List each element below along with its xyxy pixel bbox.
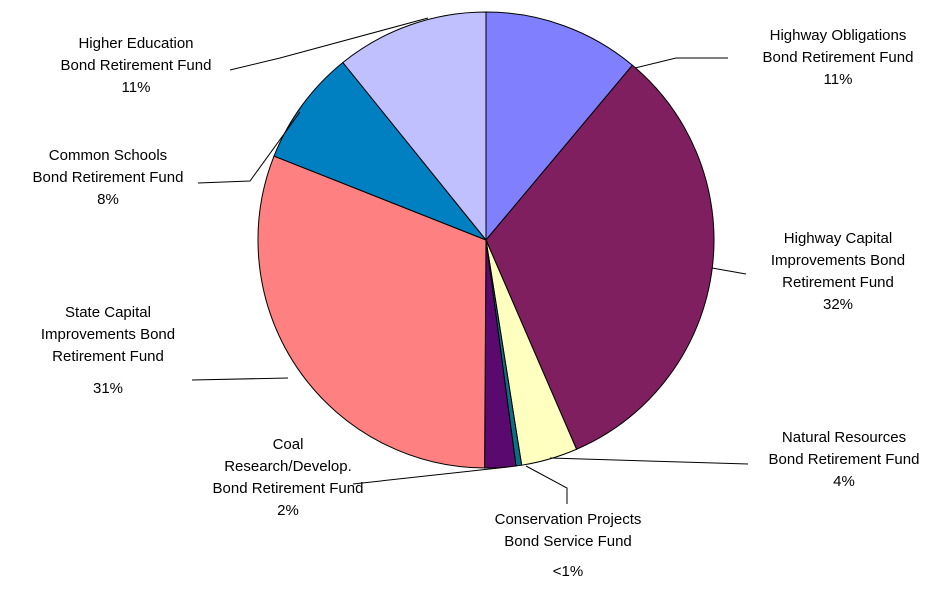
slice-label-line: Higher Education: [78, 35, 193, 52]
slice-label: Higher Education Bond Retirement Fund 11%: [61, 35, 212, 96]
labels-layer: Highway Obligations Bond Retirement Fund 1…: [33, 27, 920, 580]
leader-line: [525, 465, 568, 504]
slice-label-line: Highway Obligations: [770, 27, 907, 44]
leader-line: [711, 267, 747, 275]
slice-label: Coal Research/Develop. Bond Retirement Fun…: [213, 436, 364, 519]
slice-label-line: Bond Retirement Fund: [213, 480, 364, 497]
slice-percent-label: 11%: [824, 71, 853, 88]
pie-slice: [485, 64, 715, 450]
leader-line: [352, 466, 509, 485]
leader-line: [634, 57, 728, 69]
pie-slice: [485, 11, 634, 242]
leader-line: [549, 457, 749, 465]
leader-line: [191, 377, 289, 381]
slice-label-line: Conservation Projects: [495, 511, 642, 528]
slice-label-line: Coal: [273, 436, 304, 453]
slice-percent-label: 4%: [833, 473, 855, 490]
pie-slice: [342, 11, 487, 242]
slice-percent-label: <1%: [553, 563, 583, 580]
slice-label-line: Retirement Fund: [782, 274, 894, 291]
slice-percent-label: 11%: [122, 79, 151, 96]
slice-label: Conservation Projects Bond Service Fund <1…: [495, 511, 642, 580]
slice-label-line: Bond Retirement Fund: [769, 451, 920, 468]
slice-label: Natural Resources Bond Retirement Fund 4%: [769, 429, 920, 490]
leader-lines-layer: [191, 17, 749, 504]
slice-label-line: Bond Retirement Fund: [33, 169, 184, 186]
slice-percent-label: 2%: [277, 502, 299, 519]
slice-label-line: Improvements Bond: [41, 326, 175, 343]
slice-label-line: Bond Service Fund: [504, 533, 632, 550]
slice-percent-label: 32%: [823, 296, 853, 313]
slice-label-line: Natural Resources: [782, 429, 906, 446]
slice-label-line: Bond Retirement Fund: [763, 49, 914, 66]
slice-label-line: Research/Develop.: [224, 458, 352, 475]
slice-label-line: Common Schools: [49, 147, 167, 164]
slice-percent-label: 8%: [97, 191, 119, 208]
slice-label: Common Schools Bond Retirement Fund 8%: [33, 147, 184, 208]
slice-label-line: Bond Retirement Fund: [61, 57, 212, 74]
slice-percent-label: 31%: [93, 380, 123, 397]
pie-slice: [257, 155, 487, 469]
leader-line: [197, 111, 301, 184]
pie-slice: [273, 61, 488, 242]
slice-label: State Capital Improvements Bond Retirement…: [41, 304, 175, 397]
slice-label-line: State Capital: [65, 304, 151, 321]
slice-label-line: Improvements Bond: [771, 252, 905, 269]
slice-label-line: Highway Capital: [784, 230, 892, 247]
slice-label-line: Retirement Fund: [52, 348, 164, 365]
slice-label: Highway Capital Improvements Bond Retireme…: [771, 230, 905, 313]
leader-line: [229, 17, 429, 71]
slices-layer: [257, 11, 715, 469]
slice-label: Highway Obligations Bond Retirement Fund 1…: [763, 27, 914, 88]
